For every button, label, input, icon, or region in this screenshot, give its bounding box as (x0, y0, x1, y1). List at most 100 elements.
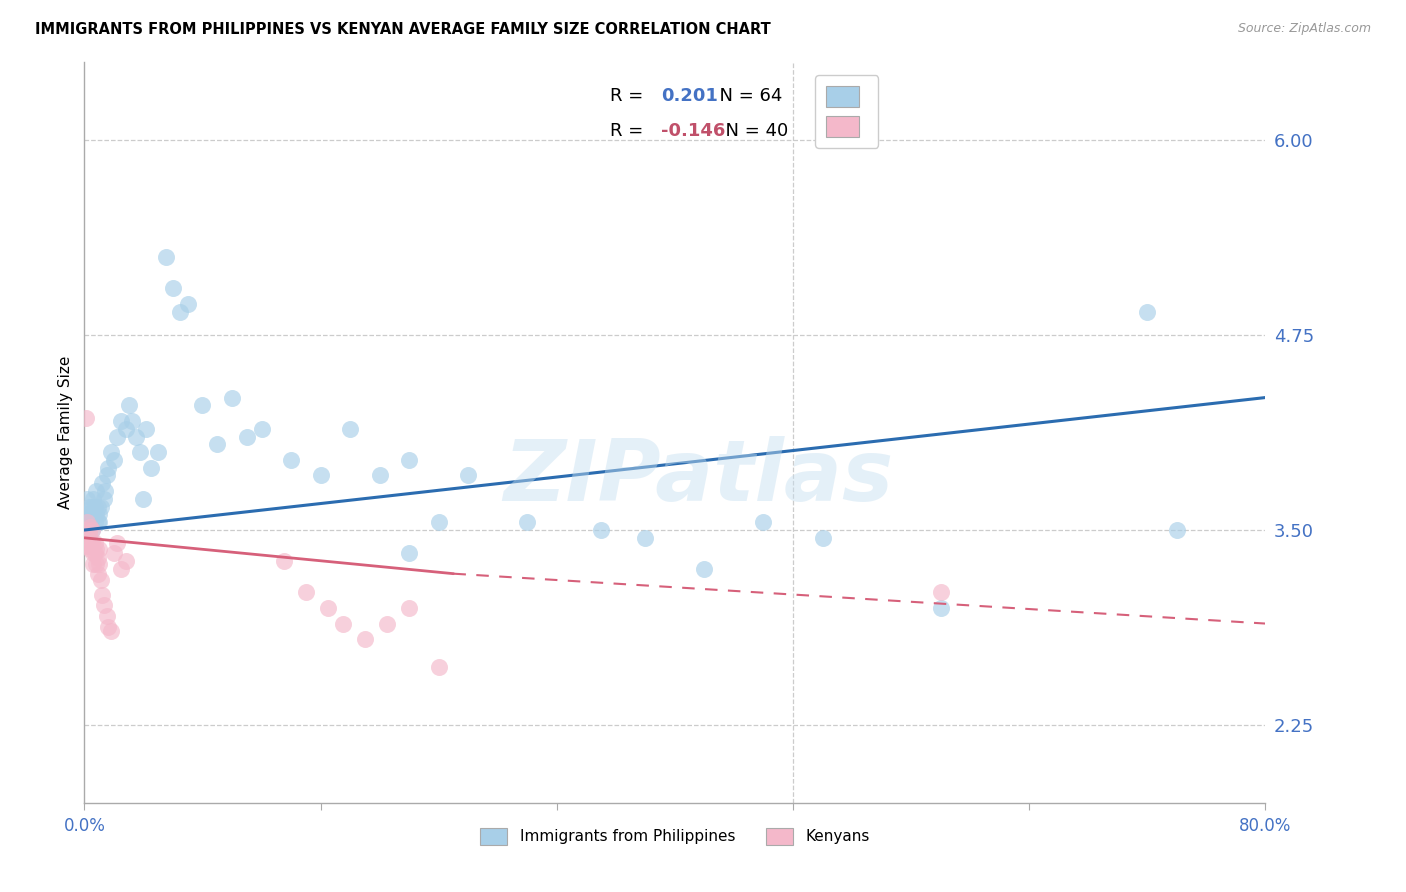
Point (80, 535, 103, 549)
Point (135, 422, 157, 436)
Point (80, 500, 103, 514)
Point (339, 422, 361, 436)
Point (332, 616, 354, 631)
Point (375, 616, 398, 631)
Legend: Immigrants from Philippines, Kenyans: Immigrants from Philippines, Kenyans (474, 822, 876, 851)
Point (1166, 523, 1188, 537)
Point (110, 562, 132, 576)
Point (82, 558, 104, 572)
Point (75, 410, 97, 425)
Point (177, 297, 200, 311)
Point (129, 445, 152, 459)
Point (105, 429, 128, 443)
Point (79, 508, 101, 522)
Point (221, 391, 243, 405)
Point (94, 484, 117, 499)
Point (76, 531, 98, 545)
Point (90, 500, 112, 514)
Point (86, 551, 108, 566)
Point (169, 305, 191, 319)
Point (75, 523, 97, 537)
Point (354, 632, 377, 647)
Point (148, 445, 170, 459)
Y-axis label: Average Family Size: Average Family Size (58, 356, 73, 509)
Point (87, 558, 111, 572)
Text: -0.146: -0.146 (661, 121, 725, 139)
Point (79, 515, 101, 529)
Point (398, 546, 420, 560)
Point (309, 468, 332, 483)
Text: R =: R = (610, 121, 650, 139)
Point (752, 515, 775, 529)
Point (100, 445, 122, 459)
Point (929, 585, 952, 599)
Point (295, 585, 318, 599)
Point (83, 500, 105, 514)
Point (97, 620, 120, 634)
Point (84, 558, 107, 572)
Point (90, 573, 112, 587)
Point (427, 660, 450, 674)
Point (516, 515, 538, 529)
Point (77, 526, 100, 541)
Point (75, 508, 97, 522)
Point (79, 520, 101, 534)
Point (100, 624, 122, 639)
Point (693, 562, 716, 576)
Point (591, 523, 613, 537)
Point (250, 422, 273, 436)
Point (162, 281, 184, 295)
Point (139, 460, 162, 475)
Point (368, 468, 391, 483)
Point (398, 453, 420, 467)
Point (93, 598, 115, 612)
Point (91, 589, 114, 603)
Point (93, 491, 115, 506)
Text: Source: ZipAtlas.com: Source: ZipAtlas.com (1237, 22, 1371, 36)
Point (96, 468, 118, 483)
Point (86, 500, 108, 514)
Point (86, 566, 108, 581)
Point (77, 500, 100, 514)
Point (77, 523, 100, 537)
Point (87, 508, 111, 522)
Point (273, 554, 295, 568)
Point (84, 508, 107, 522)
Point (280, 453, 302, 467)
Text: N = 40: N = 40 (714, 121, 789, 139)
Point (91, 476, 114, 491)
Point (155, 250, 177, 264)
Point (83, 546, 105, 560)
Point (121, 414, 143, 428)
Point (634, 531, 657, 545)
Point (75, 539, 97, 553)
Point (103, 453, 125, 467)
Point (236, 429, 259, 443)
Point (82, 546, 104, 560)
Point (207, 437, 229, 451)
Point (114, 422, 136, 436)
Point (132, 491, 155, 506)
Point (1136, 305, 1159, 319)
Point (80, 523, 103, 537)
Point (84, 484, 107, 499)
Point (87, 541, 111, 556)
Point (96, 608, 118, 623)
Point (457, 468, 479, 483)
Point (84, 541, 107, 556)
Text: 0.201: 0.201 (661, 87, 717, 104)
Point (82, 491, 104, 506)
Point (76, 491, 98, 506)
Point (125, 429, 148, 443)
Point (97, 460, 120, 475)
Point (83, 535, 105, 549)
Point (76, 515, 98, 529)
Point (316, 601, 339, 615)
Point (118, 398, 141, 412)
Point (114, 554, 136, 568)
Point (427, 515, 450, 529)
Point (83, 515, 105, 529)
Point (86, 515, 108, 529)
Text: IMMIGRANTS FROM PHILIPPINES VS KENYAN AVERAGE FAMILY SIZE CORRELATION CHART: IMMIGRANTS FROM PHILIPPINES VS KENYAN AV… (35, 22, 770, 37)
Text: N = 64: N = 64 (709, 87, 782, 104)
